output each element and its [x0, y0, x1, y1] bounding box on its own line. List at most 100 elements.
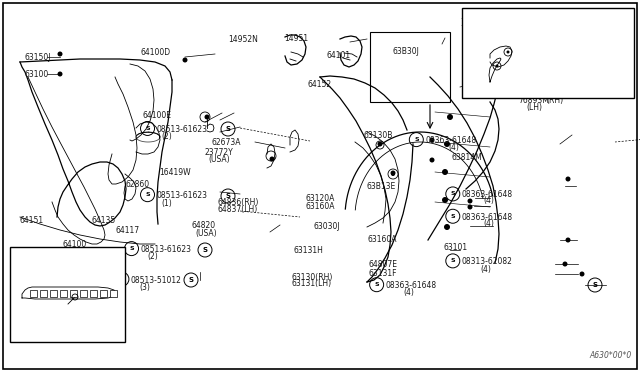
Circle shape — [58, 71, 63, 77]
Circle shape — [447, 114, 453, 120]
Text: 64101: 64101 — [326, 51, 351, 60]
Text: 63130(RH): 63130(RH) — [291, 273, 333, 282]
Text: 64820: 64820 — [192, 221, 216, 230]
Bar — [40, 290, 47, 297]
Circle shape — [182, 58, 188, 62]
Text: 64807E: 64807E — [369, 260, 397, 269]
Text: 63030J: 63030J — [314, 222, 340, 231]
Text: 08363-61648: 08363-61648 — [386, 281, 436, 290]
Text: S: S — [189, 277, 193, 283]
Text: S: S — [145, 126, 150, 131]
Text: S: S — [414, 137, 419, 142]
Text: 64135: 64135 — [92, 216, 116, 225]
Text: 08513-61623: 08513-61623 — [157, 191, 207, 200]
Bar — [70, 290, 77, 297]
Circle shape — [444, 141, 450, 147]
Text: 768610 (RH): 768610 (RH) — [461, 18, 509, 27]
Text: 64100: 64100 — [62, 240, 86, 248]
Text: 63131(LH): 63131(LH) — [291, 279, 332, 288]
Text: 08513-51012: 08513-51012 — [131, 276, 182, 285]
Text: 63120A: 63120A — [306, 194, 335, 203]
Text: S: S — [202, 247, 207, 253]
Bar — [90, 290, 97, 297]
Text: (LH): (LH) — [527, 103, 543, 112]
Circle shape — [269, 157, 275, 161]
Text: 08363-61648: 08363-61648 — [426, 136, 476, 145]
Text: S: S — [129, 246, 134, 251]
Text: 62860: 62860 — [125, 180, 150, 189]
Text: (4): (4) — [480, 265, 491, 274]
Circle shape — [442, 197, 448, 203]
Text: 16419W: 16419W — [159, 169, 191, 177]
Text: 76861R (LH): 76861R (LH) — [461, 25, 509, 34]
Circle shape — [566, 237, 570, 243]
Bar — [30, 290, 37, 297]
Bar — [60, 290, 67, 297]
Text: 14952N: 14952N — [228, 35, 259, 44]
Text: 63160A: 63160A — [306, 202, 335, 211]
Text: (4): (4) — [448, 143, 459, 152]
Text: 64151: 64151 — [19, 216, 44, 225]
Circle shape — [467, 199, 472, 203]
Text: (3): (3) — [140, 283, 150, 292]
Circle shape — [390, 170, 396, 176]
Text: 63B30J: 63B30J — [393, 47, 420, 56]
Bar — [80, 290, 87, 297]
Text: S: S — [225, 126, 230, 132]
Text: 08363-61648: 08363-61648 — [462, 213, 513, 222]
Text: 64100D: 64100D — [141, 48, 171, 57]
Text: 64117: 64117 — [116, 226, 140, 235]
Bar — [462, 8, 634, 98]
Circle shape — [444, 224, 450, 230]
Text: S: S — [593, 282, 598, 288]
Bar — [50, 290, 57, 297]
Circle shape — [391, 172, 395, 176]
Circle shape — [378, 141, 383, 147]
Text: S: S — [451, 214, 455, 219]
Text: (USA): (USA) — [195, 229, 217, 238]
Text: A630*00*0: A630*00*0 — [589, 351, 632, 360]
Text: 63151J: 63151J — [16, 289, 42, 298]
Text: <CAN>: <CAN> — [16, 260, 45, 269]
Text: 63160A: 63160A — [367, 235, 397, 244]
Text: (2): (2) — [147, 252, 158, 261]
Text: S: S — [451, 192, 455, 196]
Text: 62673A: 62673A — [211, 138, 241, 147]
Text: S: S — [145, 192, 150, 197]
Text: S: S — [374, 282, 379, 287]
Text: 63100: 63100 — [24, 70, 49, 79]
Circle shape — [506, 51, 509, 54]
Text: 63814M: 63814M — [452, 153, 483, 162]
Text: 08363-61648: 08363-61648 — [462, 190, 513, 199]
Circle shape — [58, 51, 63, 57]
Bar — [370, 32, 450, 102]
Text: 64152: 64152 — [307, 80, 332, 89]
Text: 64836(RH): 64836(RH) — [218, 198, 259, 207]
Text: 23772Y: 23772Y — [205, 148, 234, 157]
Text: S: S — [120, 277, 124, 282]
Bar — [10, 247, 125, 342]
Text: (RH): (RH) — [547, 96, 564, 105]
Text: 76893M: 76893M — [518, 96, 549, 105]
Text: 63101: 63101 — [444, 243, 468, 252]
Text: (1): (1) — [161, 199, 172, 208]
Text: (4): (4) — [484, 219, 495, 228]
Bar — [110, 290, 117, 297]
Circle shape — [429, 138, 435, 142]
Circle shape — [495, 64, 499, 67]
Text: S: S — [225, 193, 230, 199]
Text: 63131F: 63131F — [369, 269, 397, 278]
Text: 63131H: 63131H — [293, 246, 323, 255]
Circle shape — [566, 176, 570, 182]
Text: (USA): (USA) — [208, 155, 230, 164]
Text: 64837(LH): 64837(LH) — [218, 205, 258, 214]
Circle shape — [429, 157, 435, 163]
Text: 08513-61623: 08513-61623 — [157, 125, 207, 134]
Text: 63B13E: 63B13E — [366, 182, 396, 191]
Circle shape — [579, 272, 584, 276]
Bar — [100, 290, 107, 297]
Circle shape — [205, 115, 209, 119]
Text: 08513-61623: 08513-61623 — [141, 245, 191, 254]
Text: 08313-62082: 08313-62082 — [462, 257, 513, 266]
Text: 64100E: 64100E — [142, 111, 171, 120]
